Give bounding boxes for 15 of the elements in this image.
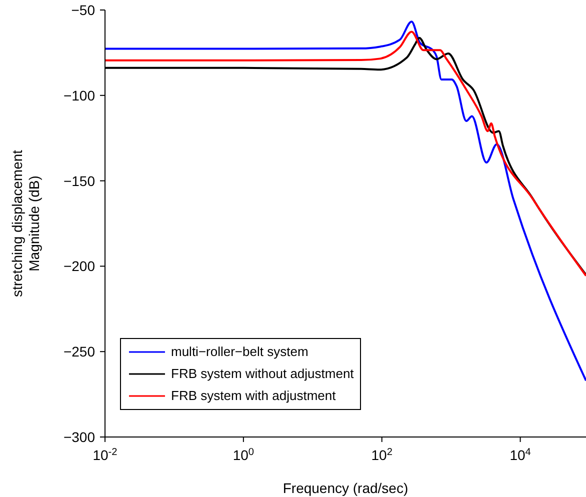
y-tick-label: −250 <box>63 344 96 360</box>
legend-label: multi−roller−belt system <box>171 343 308 361</box>
x-tick-label: 10$^{4}$ <box>510 446 532 463</box>
x-axis-title: Frequency (rad/sec) <box>282 480 408 496</box>
y-tick-label: −50 <box>71 2 96 18</box>
y-tick-label: −100 <box>63 87 96 104</box>
x-tick-label: 10$^{2}$ <box>371 446 393 463</box>
x-tick-label: 10$^{0}$ <box>232 446 254 463</box>
legend-label: FRB system without adjustment <box>171 365 354 383</box>
y-tick-label: −300 <box>63 429 96 445</box>
legend-label: FRB system with adjustment <box>171 387 336 405</box>
x-tick-label: 10$^{-2}$ <box>92 446 118 463</box>
y-axis-title: stretching displacement Magnitude (dB) <box>9 150 42 298</box>
y-tick-label: −150 <box>63 172 96 189</box>
y-tick-label: −200 <box>63 258 96 274</box>
